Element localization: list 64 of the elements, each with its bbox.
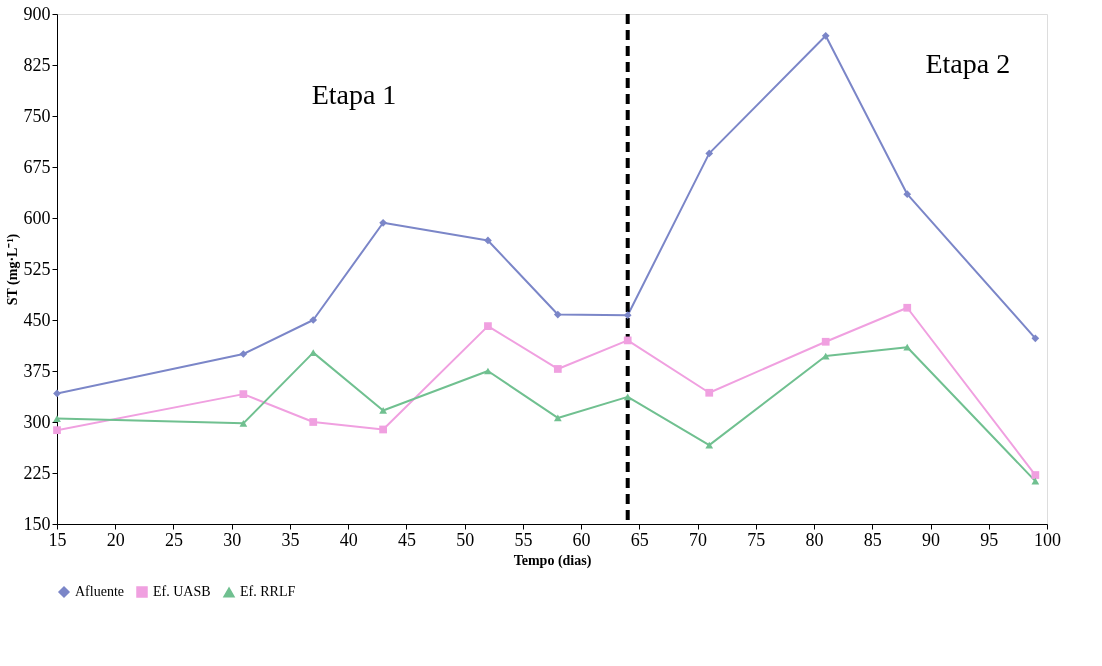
x-tick-label: 15 <box>48 529 67 550</box>
point <box>53 389 61 398</box>
point <box>903 343 912 351</box>
x-tick-label: 50 <box>456 529 475 550</box>
annotation: Etapa 2 <box>925 48 1011 79</box>
point <box>239 390 248 398</box>
y-tick-label: 450 <box>23 309 51 330</box>
y-tick-label: 825 <box>23 54 51 75</box>
x-tick-label: 90 <box>922 529 941 550</box>
x-axis-title: Tempo (dias) <box>513 552 592 569</box>
x-tick-label: 30 <box>223 529 242 550</box>
legend-label: Ef. RRLF <box>240 584 296 600</box>
y-tick-label: 225 <box>23 462 51 483</box>
point <box>484 322 492 330</box>
y-tick-label: 150 <box>23 513 51 534</box>
x-tick-label: 70 <box>689 529 708 550</box>
point <box>484 236 492 245</box>
point <box>903 190 912 199</box>
point <box>1031 334 1040 343</box>
y-tick-label: 900 <box>23 3 51 24</box>
point <box>623 311 632 320</box>
point <box>53 426 61 435</box>
point <box>379 218 387 227</box>
x-tick-label: 75 <box>747 529 766 550</box>
x-tick-label: 85 <box>863 529 882 550</box>
x-tick-label: 60 <box>572 529 591 550</box>
point <box>903 303 912 312</box>
y-tick-label: 600 <box>23 207 51 228</box>
x-tick-label: 25 <box>164 529 183 550</box>
point <box>1031 477 1040 485</box>
point <box>309 418 318 426</box>
legend-label: Afluente <box>75 584 124 599</box>
point <box>379 407 387 414</box>
point <box>821 31 830 40</box>
x-tick-label: 20 <box>106 529 125 550</box>
y-tick-label: 675 <box>23 156 51 177</box>
y-tick-label: 525 <box>23 258 51 279</box>
point <box>553 365 562 373</box>
x-tick-label: 45 <box>397 529 416 550</box>
y-tick-label: 300 <box>23 411 51 432</box>
point <box>239 350 248 358</box>
y-tick-label: 750 <box>23 105 51 126</box>
x-tick-label: 80 <box>805 529 824 550</box>
x-tick-label: 95 <box>980 529 999 550</box>
x-tick-label: 35 <box>281 529 300 550</box>
annotation: Etapa 1 <box>311 78 397 110</box>
point <box>553 310 562 319</box>
x-tick-label: 40 <box>339 529 358 550</box>
point <box>53 415 61 422</box>
x-tick-label: 65 <box>630 529 649 550</box>
point <box>623 393 632 401</box>
point <box>309 316 318 324</box>
x-tick-label: 55 <box>514 529 533 550</box>
y-axis-title: ST (mg·L⁻¹) <box>4 233 21 306</box>
point <box>239 420 248 427</box>
point <box>1031 471 1040 479</box>
point <box>623 336 632 345</box>
point <box>705 149 714 158</box>
point <box>821 337 830 346</box>
point <box>379 425 387 434</box>
x-tick-label: 100 <box>1034 529 1061 550</box>
legend-label: Ef. UASB <box>153 584 211 599</box>
y-tick-label: 375 <box>23 360 51 381</box>
point <box>705 388 714 397</box>
